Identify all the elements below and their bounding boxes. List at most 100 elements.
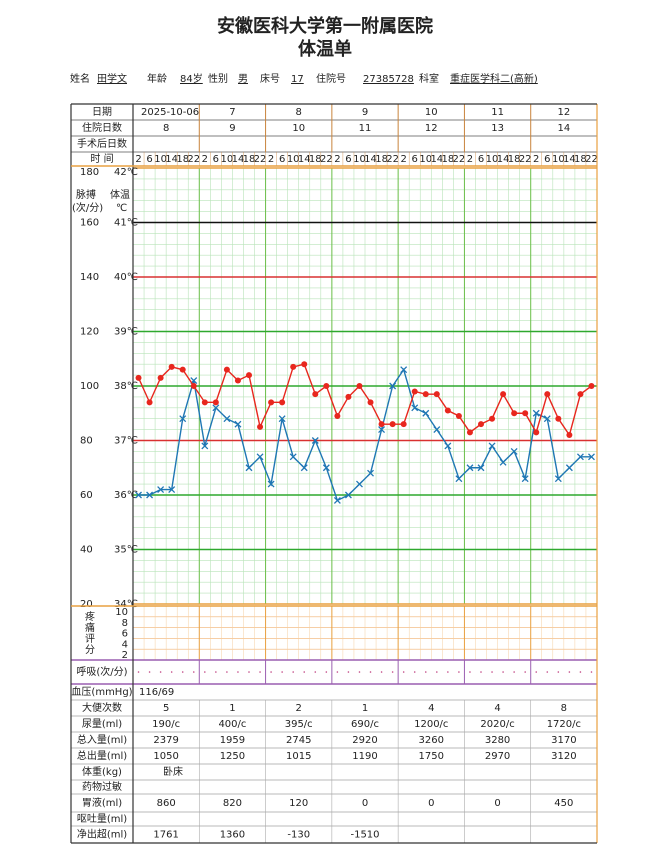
field-value: 17 (291, 74, 304, 85)
header-cell: 10 (425, 107, 438, 118)
record-cell: 4 (494, 703, 500, 714)
pulse-tick-label: 20 (80, 599, 93, 610)
pulse-point (522, 410, 529, 417)
time-cell: 2 (202, 154, 208, 165)
record-cell: 1959 (220, 735, 245, 746)
record-cell: 2970 (485, 751, 510, 762)
record-cell: 395/c (285, 719, 313, 730)
time-cell: 14 (497, 154, 510, 165)
pain-tick: 10 (115, 607, 128, 618)
temp-point (532, 409, 540, 417)
header-cell: 12 (425, 123, 438, 134)
resp-dot (215, 671, 217, 673)
field-value: 男 (238, 73, 248, 85)
resp-dot (237, 671, 239, 673)
pulse-point (279, 399, 286, 406)
axis-title: (次/分) (72, 201, 103, 214)
pulse-tick-label: 60 (80, 490, 93, 501)
header-cell: 9 (362, 107, 368, 118)
field-value: 田学文 (97, 72, 127, 85)
resp-dot (148, 671, 151, 673)
record-cell: 2920 (352, 735, 377, 746)
resp-dot (502, 671, 504, 673)
time-cell: 22 (187, 154, 200, 165)
pulse-point (466, 429, 473, 436)
pulse-point (290, 363, 297, 370)
record-cell: 0 (494, 798, 500, 809)
pulse-point (257, 423, 264, 430)
temp-point (223, 415, 231, 423)
temp-point (543, 415, 551, 423)
header-cell: 10 (292, 123, 305, 134)
time-cell: 22 (320, 154, 333, 165)
time-cell: 6 (213, 154, 219, 165)
record-cell: 860 (157, 798, 176, 809)
temp-tick-label: 41℃ (114, 218, 138, 229)
pulse-point (555, 415, 562, 422)
pain-label: 痛 (85, 621, 95, 634)
pain-tick: 2 (122, 650, 128, 661)
record-label: 药物过敏 (82, 780, 122, 793)
temp-point (146, 491, 154, 499)
temp-point (400, 366, 408, 374)
resp-dot (248, 671, 250, 673)
pulse-point (378, 421, 385, 428)
time-cell: 18 (375, 154, 388, 165)
pulse-point (411, 388, 418, 395)
pulse-point (323, 383, 330, 389)
time-cell: 14 (298, 154, 311, 165)
time-cell: 18 (574, 154, 587, 165)
pulse-point (168, 363, 175, 370)
record-cell: 2020/c (480, 719, 514, 730)
pulse-point (234, 377, 241, 384)
temp-point (311, 437, 319, 444)
pulse-tick-label: 40 (80, 545, 93, 556)
pulse-point (301, 361, 308, 368)
time-label: 时 间 (90, 152, 113, 165)
record-label: 净出超(ml) (77, 828, 127, 841)
temp-point (521, 475, 529, 483)
time-cell: 22 (386, 154, 399, 165)
temp-point (344, 491, 352, 499)
time-cell: 14 (364, 154, 377, 165)
pain-tick: 4 (122, 639, 128, 650)
pain-label: 分 (85, 644, 95, 656)
resp-dot (192, 671, 195, 673)
pulse-point (433, 391, 440, 398)
record-cell: 1360 (220, 830, 245, 841)
record-cell: 1015 (286, 751, 311, 762)
series-line (138, 368, 592, 502)
temp-point (411, 404, 419, 412)
record-cell: -1510 (350, 830, 379, 841)
temp-tick-label: 42℃ (114, 167, 138, 178)
temp-point (367, 469, 374, 477)
temp-point (510, 447, 518, 455)
header-cell: 9 (229, 123, 235, 134)
resp-dot (557, 671, 560, 673)
temp-point (245, 464, 253, 472)
pulse-point (455, 412, 462, 419)
pulse-point (356, 383, 363, 389)
pulse-point (146, 399, 153, 406)
pulse-point (511, 410, 518, 417)
resp-dot (347, 671, 350, 673)
pain-label: 评 (85, 633, 95, 645)
pain-label: 疼 (85, 610, 95, 623)
pulse-point (223, 366, 230, 373)
resp-dot (303, 671, 306, 673)
header-cell: 8 (163, 123, 169, 134)
pulse-point (533, 429, 540, 436)
resp-dot (181, 671, 184, 673)
temp-point (278, 415, 286, 423)
temp-point (565, 464, 573, 472)
record-cell: 3260 (419, 735, 444, 746)
field-label: 年龄 (147, 72, 167, 85)
record-cell: 1 (362, 703, 368, 714)
pain-tick: 8 (122, 618, 128, 629)
header-cell: 12 (557, 107, 570, 118)
temp-point (300, 464, 308, 472)
record-cell: 1200/c (414, 719, 448, 730)
record-cell: 450 (554, 798, 573, 809)
temp-point (433, 426, 441, 434)
